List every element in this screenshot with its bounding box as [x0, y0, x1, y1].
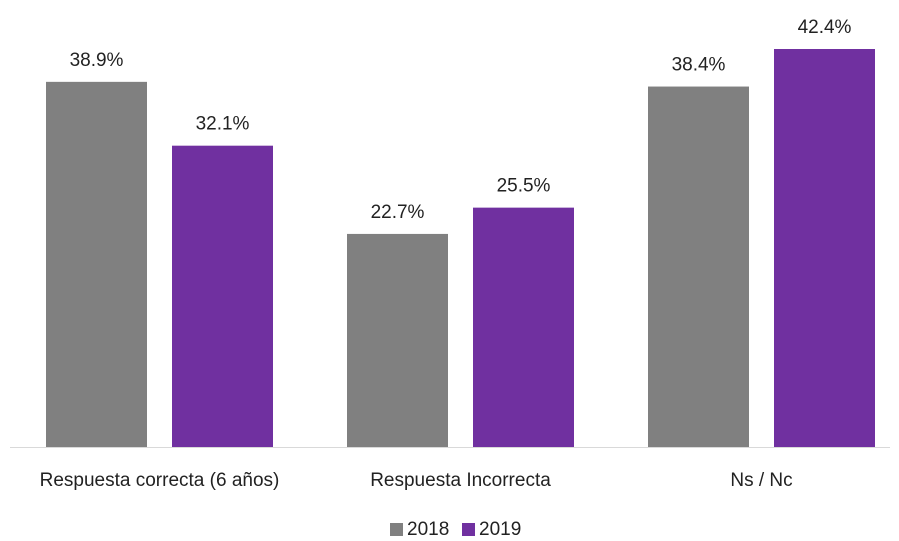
data-label-2019-0: 32.1%: [196, 114, 250, 135]
category-label-2: Ns / Nc: [730, 470, 792, 491]
bars-group: [46, 49, 875, 448]
legend-swatch-2018: [390, 523, 403, 536]
bar-2018-0: [46, 81, 147, 448]
legend-label-2018: 2018: [407, 519, 449, 540]
data-label-2019-2: 42.4%: [798, 17, 852, 38]
category-labels-group: Respuesta correcta (6 años) Respuesta Inc…: [40, 470, 793, 491]
bar-2018-2: [648, 86, 749, 447]
bar-2019-0: [172, 145, 273, 447]
data-label-2019-1: 25.5%: [497, 176, 551, 197]
legend-label-2019: 2019: [479, 519, 521, 540]
category-label-1: Respuesta Incorrecta: [370, 470, 551, 491]
category-label-0: Respuesta correcta (6 años): [40, 470, 280, 491]
legend-swatch-2019: [462, 523, 475, 536]
legend: 2018 2019: [390, 519, 521, 540]
data-label-2018-2: 38.4%: [672, 55, 726, 76]
bar-2018-1: [347, 233, 448, 447]
bar-labels-group: 38.9% 32.1% 22.7% 25.5% 38.4% 42.4%: [70, 17, 852, 223]
data-label-2018-1: 22.7%: [371, 202, 425, 223]
bar-2019-1: [473, 207, 574, 447]
data-label-2018-0: 38.9%: [70, 50, 124, 71]
bar-2019-2: [774, 49, 875, 447]
